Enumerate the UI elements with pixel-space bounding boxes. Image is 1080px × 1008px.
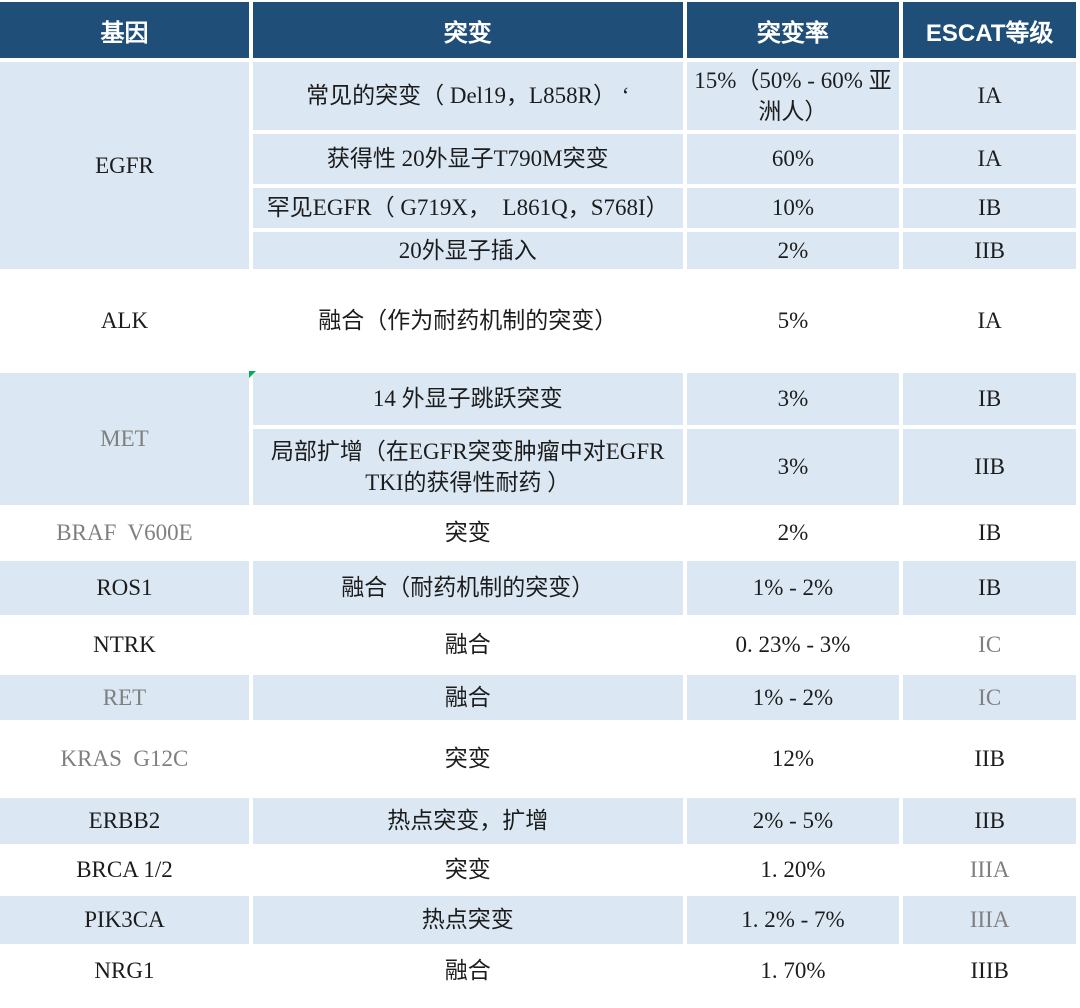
table-row: ERBB2 热点突变，扩增 2% - 5% IIB (0, 798, 1076, 844)
gene-cell: BRCA 1/2 (0, 848, 249, 892)
mutation-cell: 融合（作为耐药机制的突变） (252, 273, 683, 369)
mutation-cell: 获得性 20外显子T790M突变 (252, 134, 683, 184)
mutation-rate-cell: 2% (686, 232, 900, 269)
mutation-rate-cell: 2% (686, 509, 900, 557)
mutation-rate-cell: 3% (686, 373, 900, 425)
gene-cell: NTRK (0, 619, 249, 671)
escat-grade-cell: IIIB (903, 948, 1076, 994)
escat-grade-cell: IIB (903, 429, 1076, 505)
escat-grade-cell: IIIA (903, 848, 1076, 892)
green-corner-marker-icon (248, 371, 256, 378)
mutation-cell: 突变 (252, 848, 683, 892)
mutation-rate-cell: 5% (686, 273, 900, 369)
table-row: RET 融合 1% - 2% IC (0, 675, 1076, 720)
gene-cell: ERBB2 (0, 798, 249, 844)
mutation-rate-cell: 12% (686, 724, 900, 794)
mutation-cell: 罕见EGFR（ G719X， L861Q，S768I） (252, 188, 683, 228)
mutation-cell: 融合（耐药机制的突变） (252, 561, 683, 615)
mutation-rate-cell: 1. 20% (686, 848, 900, 892)
mutation-cell: 14 外显子跳跃突变 (248, 371, 683, 425)
table-row: EGFR 常见的突变（ Del19，L858R） ‘15%（50% - 60% 亚… (0, 62, 1076, 269)
gene-cell: MET (0, 373, 249, 505)
table-row: ALK 融合（作为耐药机制的突变） 5% IA (0, 273, 1076, 369)
escat-grade-cell: IB (903, 373, 1076, 425)
gene-cell: ROS1 (0, 561, 249, 615)
mutation-rate-cell: 1. 70% (686, 948, 900, 994)
table-row: 局部扩增（在EGFR突变肿瘤中对EGFR TKI的获得性耐药 ） 3% IIB (0, 429, 1076, 505)
table-header-row: 基因 突变 突变率 ESCAT等级 (0, 2, 1076, 58)
gene-cell: EGFR (0, 62, 249, 269)
mutation-cell: 20外显子插入 (252, 232, 683, 269)
table-row: KRAS G12C 突变 12% IIB (0, 724, 1076, 794)
mutation-rate-cell: 1% - 2% (686, 561, 900, 615)
escat-grade-cell: IC (903, 619, 1076, 671)
table-row: BRCA 1/2 突变 1. 20% IIIA (0, 848, 1076, 892)
column-header-mutation: 突变 (252, 2, 683, 58)
table-row: BRAF V600E 突变 2% IB (0, 509, 1076, 557)
escat-grade-cell: IIB (903, 232, 1076, 269)
table-row: 获得性 20外显子T790M突变 60% IA (0, 134, 1076, 184)
mutation-cell: 热点突变 (252, 896, 683, 944)
gene-cell: NRG1 (0, 948, 249, 994)
table-row: 罕见EGFR（ G719X， L861Q，S768I） 10% IB (0, 188, 1076, 228)
mutation-cell: 局部扩增（在EGFR突变肿瘤中对EGFR TKI的获得性耐药 ） (252, 429, 683, 505)
gene-cell: RET (0, 675, 249, 720)
gene-cell: KRAS G12C (0, 724, 249, 794)
mutation-cell: 突变 (252, 509, 683, 557)
mutation-rate-cell: 3% (686, 429, 900, 505)
escat-grade-cell: IIB (903, 724, 1076, 794)
column-header-escat-grade: ESCAT等级 (903, 2, 1076, 58)
table-row: ROS1 融合（耐药机制的突变） 1% - 2% IB (0, 561, 1076, 615)
mutation-rate-cell: 10% (686, 188, 900, 228)
mutation-rate-cell: 60% (686, 134, 900, 184)
table-row: NRG1 融合 1. 70% IIIB (0, 948, 1076, 994)
table-row: MET 14 外显子跳跃突变 3% IB (0, 371, 1076, 505)
table-row: 20外显子插入 2% IIB (0, 232, 1076, 269)
escat-grade-cell: IB (903, 188, 1076, 228)
escat-grade-cell: IIIA (903, 896, 1076, 944)
gene-cell: ALK (0, 273, 249, 369)
column-header-mutation-rate: 突变率 (686, 2, 900, 58)
mutation-cell: 突变 (252, 724, 683, 794)
escat-grade-cell: IA (903, 273, 1076, 369)
table-row: NTRK 融合 0. 23% - 3% IC (0, 619, 1076, 671)
mutation-cell: 融合 (252, 675, 683, 720)
mutation-rate-cell: 2% - 5% (686, 798, 900, 844)
mutation-cell: 常见的突变（ Del19，L858R） ‘ (252, 62, 683, 130)
column-header-gene: 基因 (0, 2, 249, 58)
mutation-rate-cell: 1% - 2% (686, 675, 900, 720)
gene-cell: BRAF V600E (0, 509, 249, 557)
escat-grade-cell: IC (903, 675, 1076, 720)
escat-grade-cell: IA (903, 134, 1076, 184)
mutation-cell: 热点突变，扩增 (252, 798, 683, 844)
escat-grade-cell: IIB (903, 798, 1076, 844)
mutation-cell: 融合 (252, 948, 683, 994)
table-row: PIK3CA 热点突变 1. 2% - 7% IIIA (0, 896, 1076, 944)
escat-grade-cell: IB (903, 561, 1076, 615)
mutation-rate-cell: 0. 23% - 3% (686, 619, 900, 671)
escat-grade-cell: IB (903, 509, 1076, 557)
mutation-cell: 融合 (252, 619, 683, 671)
gene-cell: PIK3CA (0, 896, 249, 944)
mutation-rate-cell: 1. 2% - 7% (686, 896, 900, 944)
mutation-rate-cell: 15%（50% - 60% 亚洲人） (686, 62, 900, 130)
escat-grade-cell: IA (903, 62, 1076, 130)
